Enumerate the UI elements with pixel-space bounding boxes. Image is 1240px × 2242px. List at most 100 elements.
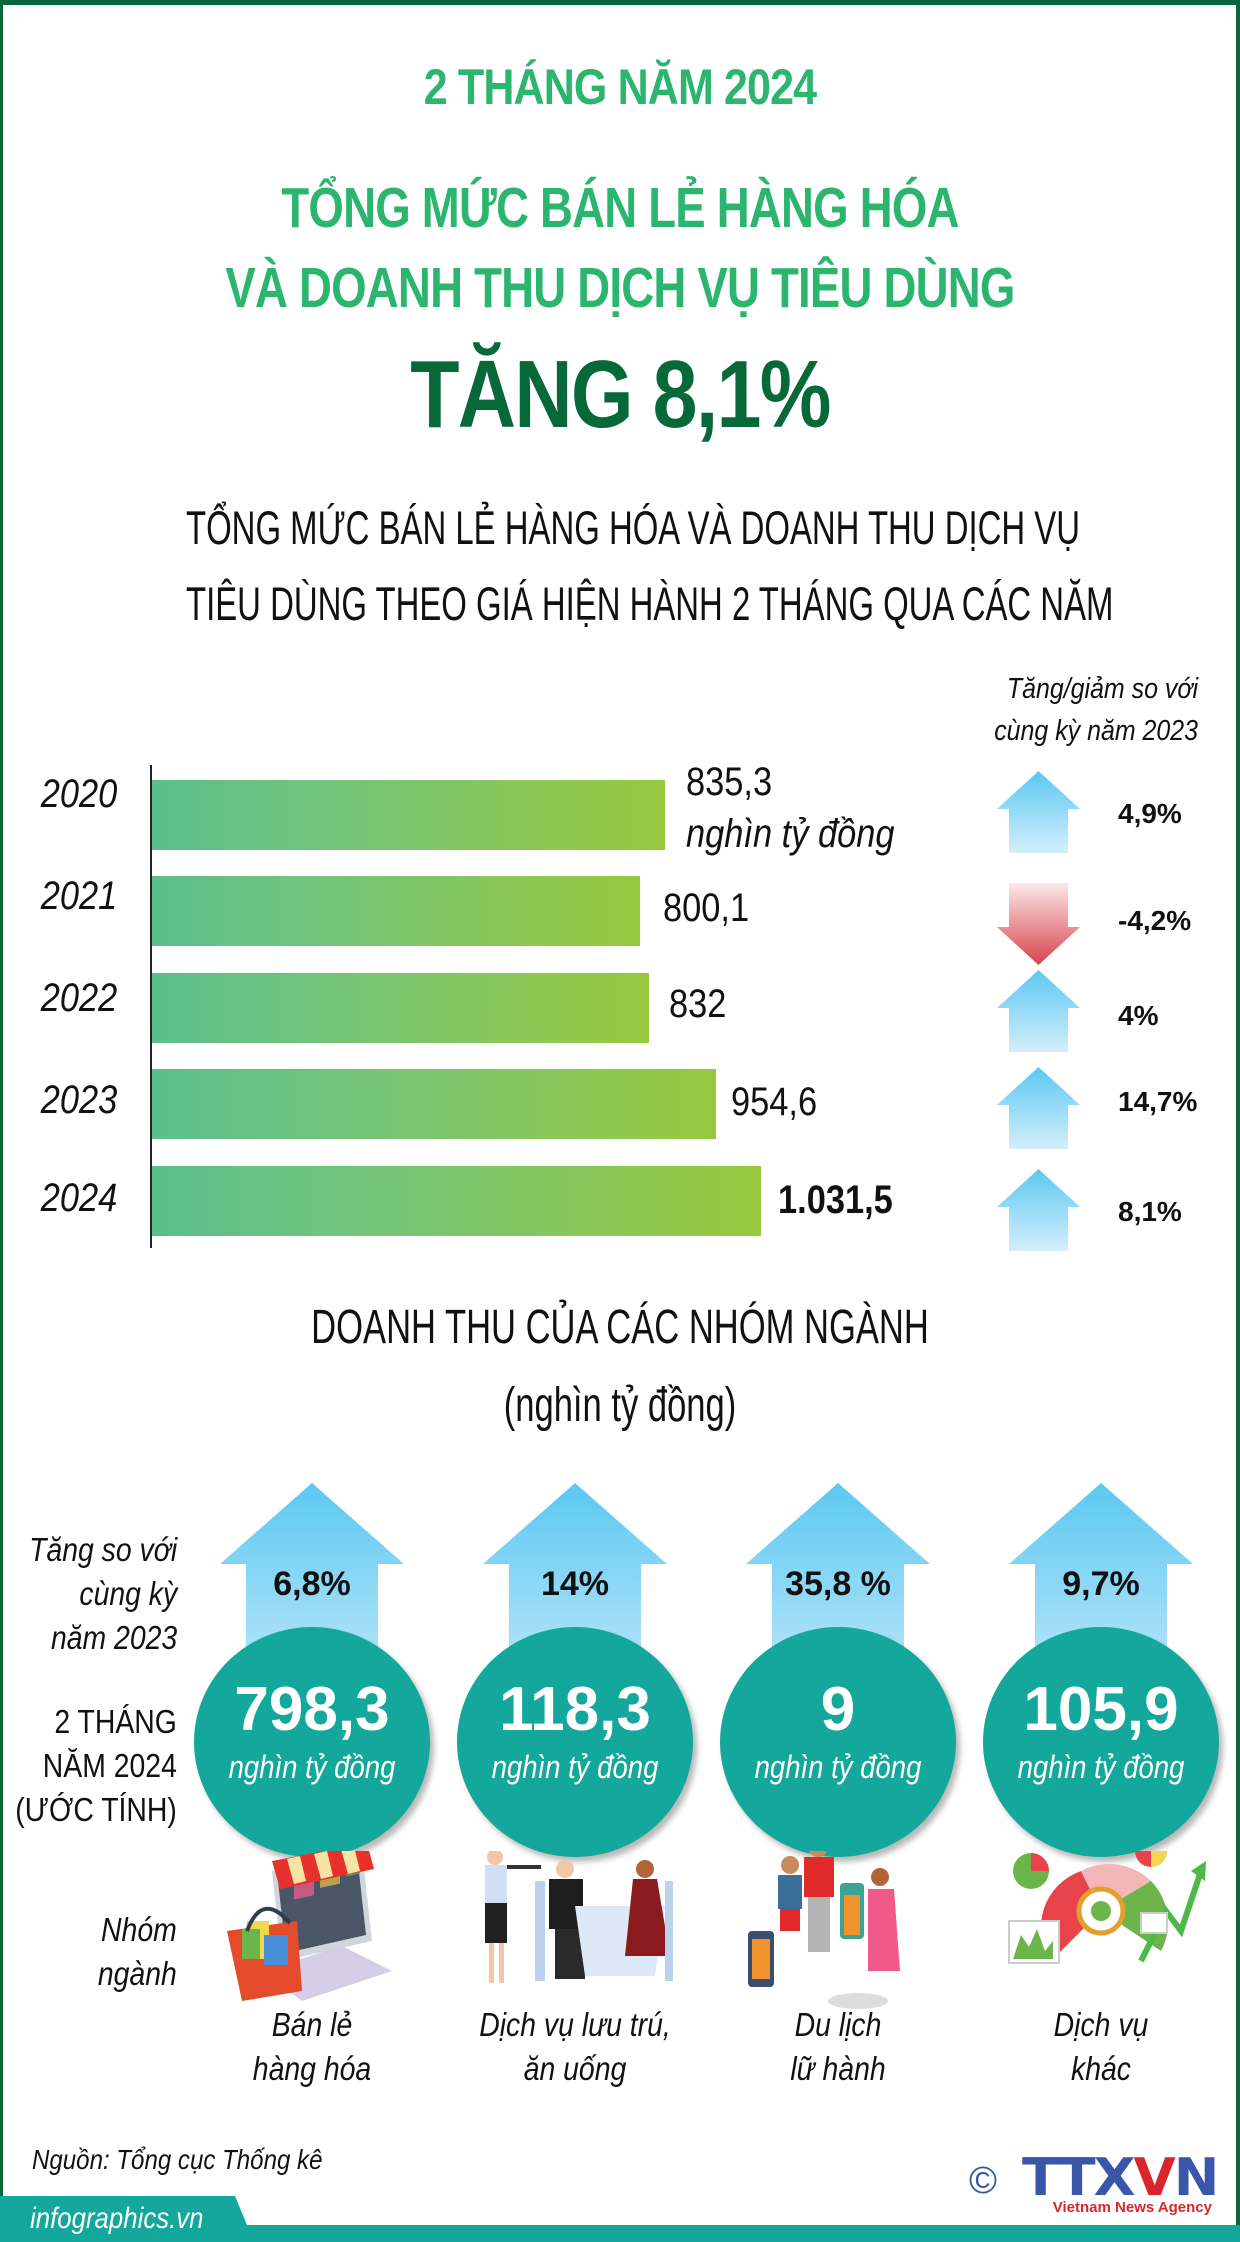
footer-tab — [0, 2196, 254, 2242]
logo-subtitle: Vietnam News Agency — [1052, 2199, 1212, 2216]
row-label-line: cùng kỳ — [79, 1575, 177, 1612]
group-value-unit: nghìn tỷ đồng — [491, 1749, 659, 1785]
change-value: 8,1% — [1118, 1196, 1182, 1227]
copyright-icon: © — [969, 2160, 997, 2202]
bar — [152, 876, 640, 946]
bar-chart-title: TỔNG MỨC BÁN LẺ HÀNG HÓA VÀ DOANH THU DỊ… — [186, 490, 1114, 642]
bar-value: 835,3 — [686, 760, 773, 804]
ttxvn-logo: TTXVN Vietnam News Agency — [1022, 2148, 1219, 2220]
change-value: -4,2% — [1118, 905, 1192, 936]
group-name-line2: hàng hóa — [252, 2050, 372, 2087]
row-label-line: ngành — [98, 1955, 177, 1992]
change-header-line2: cùng kỳ năm 2023 — [994, 715, 1198, 747]
group-growth: 9,7% — [1062, 1565, 1140, 1603]
group-value: 9 — [820, 1675, 856, 1744]
arrow-up-icon — [997, 1169, 1080, 1251]
bar-value: 832 — [669, 982, 727, 1026]
business-charts-icon — [1008, 1851, 1206, 1964]
change-value: 4% — [1118, 1000, 1159, 1031]
bar — [152, 1166, 761, 1236]
value-circle: 118,3 nghìn tỷ đồng — [457, 1627, 693, 1857]
footer-band — [0, 2225, 1240, 2242]
group-travel: 35,8 % 9 nghìn tỷ đồng Du lịch lữ hành — [718, 1483, 958, 2087]
group-other-services: 9,7% 105,9 nghìn tỷ đồng Dịch vụ khác — [981, 1483, 1221, 2087]
year-label: 2024 — [40, 1176, 118, 1220]
change-value: 4,9% — [1118, 798, 1182, 829]
arrow-up-icon — [997, 970, 1080, 1052]
group-value-unit: nghìn tỷ đồng — [754, 1749, 922, 1785]
change-value: 14,7% — [1118, 1086, 1198, 1117]
row-label-line: 2 THÁNG — [54, 1703, 177, 1740]
group-name: Dịch vụ lưu trú, ăn uống — [437, 2003, 712, 2091]
main-title-line2: VÀ DOANH THU DỊCH VỤ TIÊU DÙNG — [225, 256, 1015, 320]
group-retail: 6,8% 798,3 nghìn tỷ đồng Bán lẻ hàng hóa — [192, 1483, 432, 2087]
bar-chart-title-line2: TIÊU DÙNG THEO GIÁ HIỆN HÀNH 2 THÁNG QUA… — [186, 577, 1114, 630]
group-value: 118,3 — [499, 1675, 651, 1744]
group-name-line1: Dịch vụ — [1053, 2006, 1149, 2043]
site-link[interactable]: infographics.vn — [30, 2202, 204, 2235]
logo-part: TTX — [1022, 2148, 1136, 2208]
travelers-luggage-icon — [748, 1851, 900, 2009]
main-title-line1: TỔNG MỨC BÁN LẺ HÀNG HÓA — [281, 176, 959, 240]
group-growth: 35,8 % — [785, 1565, 891, 1603]
bar-value: 1.031,5 — [778, 1178, 893, 1222]
logo-part: V — [1133, 2148, 1176, 2208]
restaurant-dining-icon — [485, 1851, 673, 1983]
frame-border-right — [1236, 0, 1240, 2230]
row-label-line: năm 2023 — [50, 1619, 177, 1656]
bar — [152, 780, 665, 850]
row-label-line: NĂM 2024 — [42, 1747, 178, 1784]
main-title: TỔNG MỨC BÁN LẺ HÀNG HÓA VÀ DOANH THU DỊ… — [124, 168, 1116, 328]
row-label-line: Nhóm — [101, 1911, 177, 1948]
value-circle: 798,3 nghìn tỷ đồng — [194, 1627, 430, 1857]
arrow-up-icon — [997, 771, 1080, 853]
value-circle: 9 nghìn tỷ đồng — [720, 1627, 956, 1857]
group-value: 798,3 — [234, 1675, 390, 1744]
frame-border-left — [0, 0, 3, 2230]
bar-value: 954,6 — [731, 1080, 818, 1124]
bar-chart-title-line1: TỔNG MỨC BÁN LẺ HÀNG HÓA VÀ DOANH THU DỊ… — [186, 501, 1080, 554]
value-circle: 105,9 nghìn tỷ đồng — [983, 1627, 1219, 1857]
year-label: 2022 — [40, 976, 118, 1020]
row-label-value: 2 THÁNG NĂM 2024 (ƯỚC TÍNH) — [15, 1700, 177, 1832]
group-name: Bán lẻ hàng hóa — [174, 2003, 449, 2091]
group-accommodation-food: 14% 118,3 nghìn tỷ đồng Dịch vụ lưu trú,… — [455, 1483, 695, 2087]
headline-growth: TĂNG 8,1% — [410, 341, 831, 448]
row-label-group: Nhóm ngành — [98, 1908, 177, 1996]
group-value-unit: nghìn tỷ đồng — [228, 1749, 396, 1785]
bar — [152, 1069, 716, 1139]
frame-border-top — [0, 0, 1240, 5]
group-name-line1: Bán lẻ — [271, 2006, 353, 2043]
row-label-line: Tăng so với — [28, 1531, 177, 1568]
row-label-growth: Tăng so với cùng kỳ năm 2023 — [29, 1528, 177, 1660]
row-label-line: (ƯỚC TÍNH) — [15, 1791, 177, 1828]
source-credit: Nguồn: Tổng cục Thống kê — [32, 2144, 323, 2175]
group-section-title: DOANH THU CỦA CÁC NHÓM NGÀNH — [311, 1301, 929, 1354]
period-title: 2 THÁNG NĂM 2024 — [423, 59, 817, 115]
group-name-line1: Du lịch — [794, 2006, 882, 2043]
change-header-line1: Tăng/giảm so với — [1006, 673, 1198, 705]
chart-axis-line — [150, 765, 152, 1248]
year-label: 2021 — [40, 874, 118, 918]
arrow-down-icon — [997, 883, 1080, 965]
arrow-up-icon — [997, 1067, 1080, 1149]
group-value: 105,9 — [1023, 1675, 1179, 1744]
group-section-unit: (nghìn tỷ đồng) — [503, 1379, 737, 1432]
group-growth: 14% — [540, 1565, 610, 1603]
bar — [152, 973, 649, 1043]
group-name-line2: ăn uống — [523, 2050, 627, 2087]
group-name-line1: Dịch vụ lưu trú, — [479, 2006, 671, 2043]
bar-value: 800,1 — [663, 886, 750, 930]
group-name-line2: lữ hành — [790, 2050, 886, 2087]
group-name: Du lịch lữ hành — [700, 2003, 975, 2091]
logo-part: N — [1173, 2148, 1220, 2208]
group-name: Dịch vụ khác — [963, 2003, 1238, 2091]
logo-wordmark: TTXVN — [1022, 2148, 1220, 2208]
change-column-header: Tăng/giảm so với cùng kỳ năm 2023 — [940, 668, 1198, 752]
bar-unit: nghìn tỷ đồng — [686, 812, 895, 856]
year-label: 2020 — [40, 772, 118, 816]
group-name-line2: khác — [1071, 2050, 1131, 2087]
year-label: 2023 — [40, 1078, 118, 1122]
shopping-basket-storefront-icon — [227, 1851, 392, 2001]
